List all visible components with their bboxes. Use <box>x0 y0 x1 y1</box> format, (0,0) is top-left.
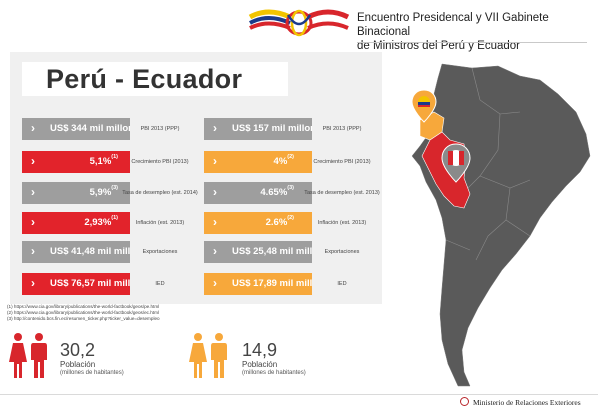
stat-value: 2.6%(2) <box>266 212 294 234</box>
female-icon <box>189 333 207 378</box>
ecuador-stat-bar: › 4%(2) Crecimiento PBI (2013) <box>204 151 372 173</box>
ecuador-stat-bar: ›US$ 17,89 mil millones(2)IED <box>204 273 372 295</box>
ecuador-stat-bar: ›US$ 25,48 mil millones(2)Exportaciones <box>204 241 372 263</box>
ecuador-stat-bar: ›US$ 157 mil millones(2)PBI 2013 (PPP) <box>204 118 372 140</box>
stat-value-text: US$ 25,48 mil millones <box>232 246 335 257</box>
south-america-map <box>411 63 591 387</box>
peru-population-value: 30,2 <box>60 340 96 360</box>
stat-value: 2,93%(1) <box>84 212 118 234</box>
chevron-right-icon: › <box>213 154 217 168</box>
header-divider <box>357 42 587 43</box>
stat-source-ref: (1) <box>111 215 118 221</box>
stat-label: Exportaciones <box>312 241 372 263</box>
stat-value-text: US$ 157 mil millones <box>232 123 327 134</box>
continent-shape <box>411 63 591 387</box>
stat-value: 4.65%(3) <box>260 182 294 204</box>
ministry-seal-icon <box>460 397 469 406</box>
stat-label: Inflación (est. 2013) <box>130 212 190 234</box>
stat-value-text: 2.6% <box>265 217 288 228</box>
stat-label: Tasa de desempleo (est. 2013) <box>304 182 380 204</box>
stat-value-text: US$ 41,48 mil millones <box>50 246 153 257</box>
stat-value-text: 5,9% <box>89 187 112 198</box>
stat-value-text: 4% <box>273 156 288 167</box>
chevron-right-icon: › <box>31 276 35 290</box>
source-item: (2) https://www.cia.gov/library/publicat… <box>7 310 159 316</box>
stat-source-ref: (2) <box>287 215 294 221</box>
chevron-right-icon: › <box>213 185 217 199</box>
female-icon <box>9 333 27 378</box>
peru-population-people-icon <box>9 333 47 378</box>
chevron-right-icon: › <box>213 276 217 290</box>
peru-population-sub: (millones de habitantes) <box>60 370 124 376</box>
stat-source-ref: (1) <box>111 154 118 160</box>
ecuador-population-sub: (millones de habitantes) <box>242 370 306 376</box>
peru-stat-bar: › 5,9%(3) Tasa de desempleo (est. 2014) <box>22 182 198 204</box>
stat-label: Crecimiento PBI (2013) <box>130 151 190 173</box>
source-item: (1) https://www.cia.gov/library/publicat… <box>7 304 160 309</box>
chevron-right-icon: › <box>213 215 217 229</box>
event-title-line2: de Ministros del Perú y Ecuador <box>357 40 520 52</box>
stat-label: Crecimiento PBI (2013) <box>312 151 372 173</box>
source-item: (3) http://contenido.bcs.fin.ec/resumen_… <box>7 316 160 322</box>
ecuador-map-pin-icon <box>411 89 437 123</box>
country-title: Perú - Ecuador <box>22 62 288 96</box>
chevron-right-icon: › <box>31 244 35 258</box>
stat-label: IED <box>130 273 190 295</box>
chevron-right-icon: › <box>213 121 217 135</box>
peru-stat-bar: › 2,93%(1) Inflación (est. 2013) <box>22 212 190 234</box>
peru-stat-bar: ›US$ 76,57 mil millones(1)IED <box>22 273 190 295</box>
country-borders <box>445 67 531 261</box>
stat-source-ref: (3) <box>111 185 118 191</box>
chevron-right-icon: › <box>31 215 35 229</box>
male-icon <box>31 333 47 378</box>
event-title: Encuentro Presidencal y VII Gabinete Bin… <box>357 11 592 53</box>
chevron-right-icon: › <box>213 244 217 258</box>
peru-stat-bar: ›US$ 41,48 mil millones(1)Exportaciones <box>22 241 190 263</box>
stat-value-text: 2,93% <box>84 217 112 228</box>
peru-population-label: Población <box>60 360 96 369</box>
ecuador-population-people-icon <box>189 333 227 378</box>
stat-value: 4%(2) <box>274 151 294 173</box>
chevron-right-icon: › <box>31 185 35 199</box>
knot-logo-icon <box>248 9 350 37</box>
stat-label: IED <box>312 273 372 295</box>
stat-value-text: US$ 344 mil millones <box>50 123 145 134</box>
stat-value-text: US$ 76,57 mil millones <box>50 278 153 289</box>
stat-source-ref: (3) <box>287 185 294 191</box>
stat-label: Exportaciones <box>130 241 190 263</box>
sources-list: (1) https://www.cia.gov/library/publicat… <box>7 304 257 323</box>
ecuador-stat-bar: › 4.65%(3) Tasa de desempleo (est. 2013) <box>204 182 380 204</box>
event-title-line1: Encuentro Presidencal y VII Gabinete Bin… <box>357 12 549 38</box>
stat-label: Tasa de desempleo (est. 2014) <box>122 182 198 204</box>
chevron-right-icon: › <box>31 121 35 135</box>
stat-label: Inflación (est. 2013) <box>312 212 372 234</box>
peru-stat-bar: ›US$ 344 mil millones(1)PBI 2013 (PPP) <box>22 118 190 140</box>
stat-value: 5,1%(1) <box>90 151 118 173</box>
stat-value-text: 4.65% <box>260 187 288 198</box>
peru-stat-bar: › 5,1%(1) Crecimiento PBI (2013) <box>22 151 190 173</box>
stat-value: 5,9%(3) <box>90 182 118 204</box>
ministry-name: Ministerio de Relaciones Exteriores <box>473 398 581 407</box>
stat-label: PBI 2013 (PPP) <box>130 118 190 140</box>
ecuador-population-value: 14,9 <box>242 340 278 360</box>
male-icon <box>211 333 227 378</box>
peru-map-pin-icon <box>441 143 471 183</box>
stat-label: PBI 2013 (PPP) <box>312 118 372 140</box>
chevron-right-icon: › <box>31 154 35 168</box>
ecuador-population-label: Población <box>242 360 278 369</box>
footer-divider <box>0 394 598 395</box>
stat-value-text: 5,1% <box>89 156 112 167</box>
stat-value-text: US$ 17,89 mil millones <box>232 278 335 289</box>
stat-source-ref: (2) <box>287 154 294 160</box>
ecuador-stat-bar: › 2.6%(2) Inflación (est. 2013) <box>204 212 372 234</box>
